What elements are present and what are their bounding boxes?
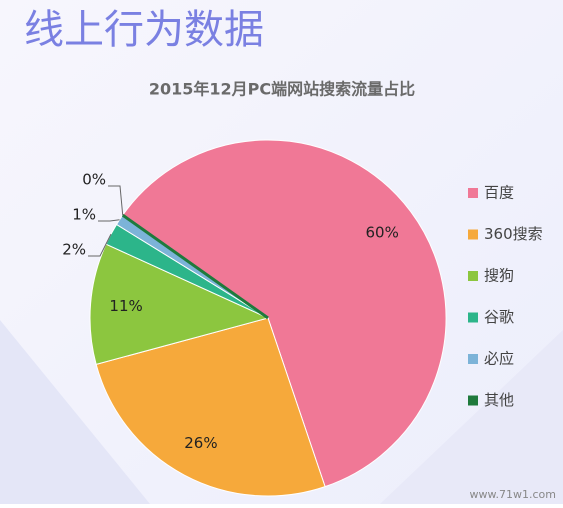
leader-line [88,233,112,257]
data-label: 11% [109,297,142,315]
legend-swatch [468,395,478,406]
legend-label: 谷歌 [484,308,514,326]
heading: 线上行为数据 [24,7,264,53]
pie-slice [89,243,270,365]
data-label: 26% [184,434,217,452]
watermark: www.71w1.com [470,488,556,501]
legend-swatch [468,312,478,323]
leader-line [98,219,120,222]
legend-label: 百度 [484,184,514,202]
legend-swatch [468,188,478,198]
data-label: 1% [72,206,96,224]
legend-swatch [468,271,478,281]
pie-slice [95,317,326,497]
pie-slice [121,213,269,320]
chart-title: 2015年12月PC端网站搜索流量占比 [149,80,415,99]
legend-swatch [468,229,478,240]
leader-line [108,185,124,216]
pie-slice [122,139,447,488]
legend-label: 必应 [484,350,514,368]
decor [380,330,563,504]
decor [0,320,150,504]
data-label: 0% [82,171,106,189]
data-label: 2% [62,241,86,259]
legend-label: 360搜索 [484,225,543,243]
legend-swatch [468,354,478,364]
data-label: 60% [366,223,399,241]
legend-label: 搜狗 [484,267,514,285]
legend-label: 其他 [484,391,514,409]
